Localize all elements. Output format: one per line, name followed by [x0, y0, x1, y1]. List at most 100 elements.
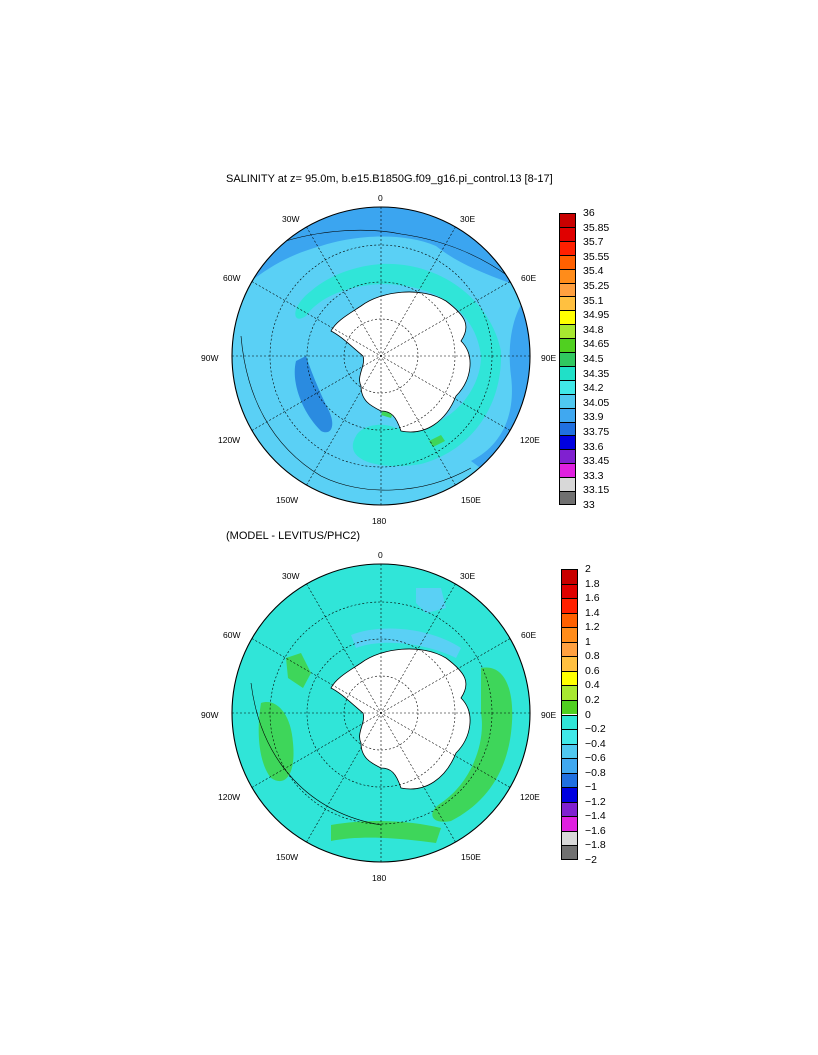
colorbar-tick-label: 35.7: [583, 236, 604, 249]
colorbar-swatch: [559, 449, 576, 464]
colorbar-swatch: [559, 310, 576, 325]
panel-1-deep-west: [294, 356, 333, 433]
colorbar-tick-label: 1.8: [585, 577, 600, 590]
panel-1-cyan-ring: [295, 263, 502, 467]
colorbar-swatch: [561, 830, 578, 846]
colorbar-tick-label: −0.4: [585, 737, 606, 750]
panel-2-lon-30e: 30E: [460, 571, 476, 581]
colorbar-tick-label: 2: [585, 563, 591, 575]
colorbar-swatch: [561, 656, 578, 671]
colorbar-tick-label: 33.6: [583, 440, 604, 453]
colorbar-swatch: [559, 338, 576, 353]
panel-1-title: SALINITY at z= 95.0m, b.e15.B1850G.f09_g…: [226, 173, 553, 185]
colorbar-tick-label: 33.15: [583, 484, 610, 497]
panel-2-pos-west: [258, 702, 294, 782]
panel-1-lon-60w: 60W: [223, 273, 241, 283]
panel-2-lon-0: 0: [378, 550, 383, 560]
panel-2-lon-30w: 30W: [282, 571, 300, 581]
colorbar-tick-label: 1.4: [585, 606, 600, 619]
colorbar-tick-label: 34.35: [583, 367, 610, 380]
colorbar-tick-label: 34.95: [583, 309, 610, 322]
colorbar-swatch: [559, 324, 576, 339]
colorbar-swatch: [561, 787, 578, 802]
colorbar-swatch: [559, 393, 576, 408]
panel-1-lon-90e: 90E: [541, 353, 557, 363]
colorbar-swatch: [559, 435, 576, 450]
colorbar-swatch: [559, 379, 576, 394]
panel-1-graticule: [232, 207, 530, 505]
panel-1-lon-30e: 30E: [460, 214, 476, 224]
colorbar-swatch: [559, 407, 576, 422]
panel-2-lon-90w: 90W: [201, 710, 219, 720]
colorbar-swatch: [561, 612, 578, 628]
colorbar-swatch: [561, 758, 578, 773]
colorbar-tick-label: 35.85: [583, 221, 610, 234]
colorbar-swatch: [561, 845, 578, 860]
colorbar-tick-label: 35.4: [583, 265, 604, 278]
panel-2-lon-60e: 60E: [521, 630, 537, 640]
panel-1-antarctica: [330, 291, 471, 433]
panel-2-pos-south: [331, 821, 441, 843]
colorbar-tick-label: 33.9: [583, 411, 604, 424]
panel-2-lon-90e: 90E: [541, 710, 557, 720]
panel-1-lon-60e: 60E: [521, 273, 537, 283]
panel-1-lon-180: 180: [372, 516, 387, 526]
colorbar-tick-label: 1.6: [585, 592, 600, 605]
panel-1-lon-150w: 150W: [276, 495, 299, 505]
panel-1-polar-map: [231, 206, 531, 506]
colorbar-swatch: [561, 627, 578, 642]
colorbar-tick-label: 34.8: [583, 323, 604, 336]
colorbar-tick-label: 0: [585, 708, 591, 721]
panel-2-pos-east: [432, 667, 513, 822]
panel-2-title: (MODEL - LEVITUS/PHC2): [226, 530, 361, 542]
colorbar-tick-label: −0.2: [585, 723, 606, 736]
colorbar-swatch: [559, 268, 576, 283]
panel-1-lon-150e: 150E: [461, 495, 481, 505]
colorbar-swatch: [559, 352, 576, 366]
colorbar-swatch: [561, 583, 578, 599]
panel-2-graticule: [232, 564, 530, 862]
colorbar-swatch: [559, 226, 576, 241]
colorbar-swatch: [559, 477, 576, 492]
colorbar-swatch: [561, 816, 578, 831]
colorbar-swatch: [561, 801, 578, 817]
colorbar-tick-label: 35.25: [583, 280, 610, 292]
colorbar-swatch: [561, 641, 578, 657]
colorbar-swatch: [559, 421, 576, 436]
colorbar-tick-label: −1.6: [585, 824, 606, 837]
colorbar-tick-label: −1.8: [585, 839, 606, 852]
panel-1-deep-north: [232, 207, 530, 296]
colorbar-tick-label: −1.4: [585, 810, 606, 823]
colorbar-swatch: [561, 714, 578, 730]
panel-1-frame: [231, 206, 531, 506]
panel-2-antarctica: [330, 648, 471, 790]
panel-2-lon-150e: 150E: [461, 852, 481, 862]
colorbar-tick-label: −2: [585, 854, 597, 866]
colorbar-swatch: [561, 772, 578, 788]
colorbar-frame: [559, 213, 576, 505]
colorbar-tick-label: −1.2: [585, 795, 606, 808]
colorbar-tick-label: 34.2: [583, 382, 604, 395]
panel-2-lon-180: 180: [372, 873, 387, 883]
panel-1-lon-120e: 120E: [520, 435, 540, 445]
colorbar-tick-label: 35.55: [583, 250, 610, 263]
panel-2-frame: [231, 563, 531, 863]
panel-2-lon-60w: 60W: [223, 630, 241, 640]
panel-1-lon-0: 0: [378, 193, 383, 203]
colorbar-swatch: [559, 491, 576, 505]
colorbar-tick-label: 0.4: [585, 679, 600, 692]
colorbar-tick-label: 0.8: [585, 650, 600, 663]
colorbar-swatch: [559, 365, 576, 380]
colorbar-swatch: [559, 463, 576, 478]
colorbar-tick-label: 0.6: [585, 664, 600, 677]
colorbar-swatch: [559, 296, 576, 311]
panel-1-lon-90w: 90W: [201, 353, 219, 363]
panel-1-lon-120w: 120W: [218, 435, 241, 445]
colorbar-tick-label: 33.75: [583, 426, 610, 438]
colorbar-tick-label: −0.6: [585, 752, 606, 765]
colorbar-tick-label: 33: [583, 499, 595, 511]
panel-2-lon-120w: 120W: [218, 792, 241, 802]
panel-2-pos-nw: [286, 653, 311, 688]
panel-2-lon-150w: 150W: [276, 852, 299, 862]
colorbar-tick-label: −1: [585, 781, 597, 794]
